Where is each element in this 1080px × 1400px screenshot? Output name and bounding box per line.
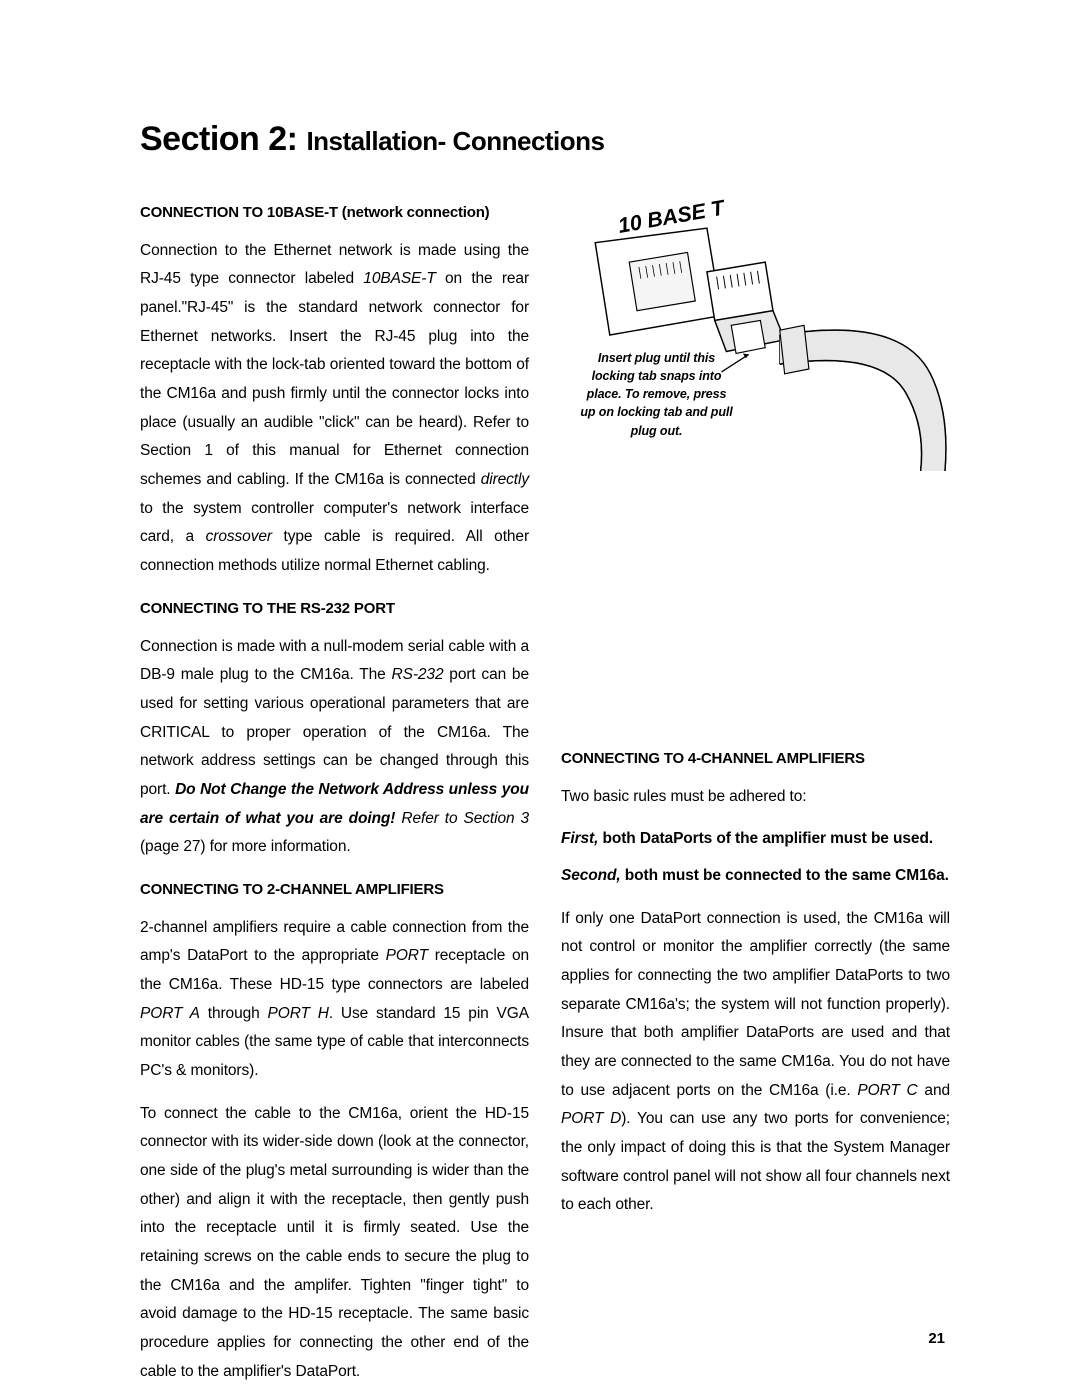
heading-4ch-amp: CONNECTING TO 4-CHANNEL AMPLIFIERS: [561, 745, 950, 773]
heading-rs232: CONNECTING TO THE RS-232 PORT: [140, 595, 529, 623]
paragraph-2ch-intro: 2-channel amplifiers require a cable con…: [140, 914, 529, 1086]
paragraph-2ch-connect: To connect the cable to the CM16a, orien…: [140, 1100, 529, 1387]
two-column-layout: CONNECTION TO 10BASE-T (network connecti…: [140, 199, 950, 1400]
heading-2ch-amp: CONNECTING TO 2-CHANNEL AMPLIFIERS: [140, 876, 529, 904]
right-column: 10 BASE T: [561, 199, 950, 1400]
paragraph-rs232: Connection is made with a null-modem ser…: [140, 633, 529, 862]
rule-second: Second, both must be connected to the sa…: [561, 862, 950, 891]
paragraph-4ch-intro: Two basic rules must be adhered to:: [561, 783, 950, 812]
paragraph-4ch-body: If only one DataPort connection is used,…: [561, 905, 950, 1220]
left-column: CONNECTION TO 10BASE-T (network connecti…: [140, 199, 529, 1400]
page-number: 21: [928, 1330, 945, 1347]
rj45-diagram: 10 BASE T: [561, 199, 950, 471]
paragraph-connection-ethernet: Connection to the Ethernet network is ma…: [140, 237, 529, 581]
section-name: Installation- Connections: [306, 126, 604, 156]
page-title: Section 2: Installation- Connections: [140, 120, 950, 159]
diagram-caption: Insert plug until this locking tab snaps…: [579, 349, 734, 440]
rule-first: First, both DataPorts of the amplifier m…: [561, 825, 950, 854]
column-spacer: [561, 491, 950, 731]
section-number: Section 2:: [140, 120, 306, 158]
heading-10base-t: CONNECTION TO 10BASE-T (network connecti…: [140, 199, 529, 227]
